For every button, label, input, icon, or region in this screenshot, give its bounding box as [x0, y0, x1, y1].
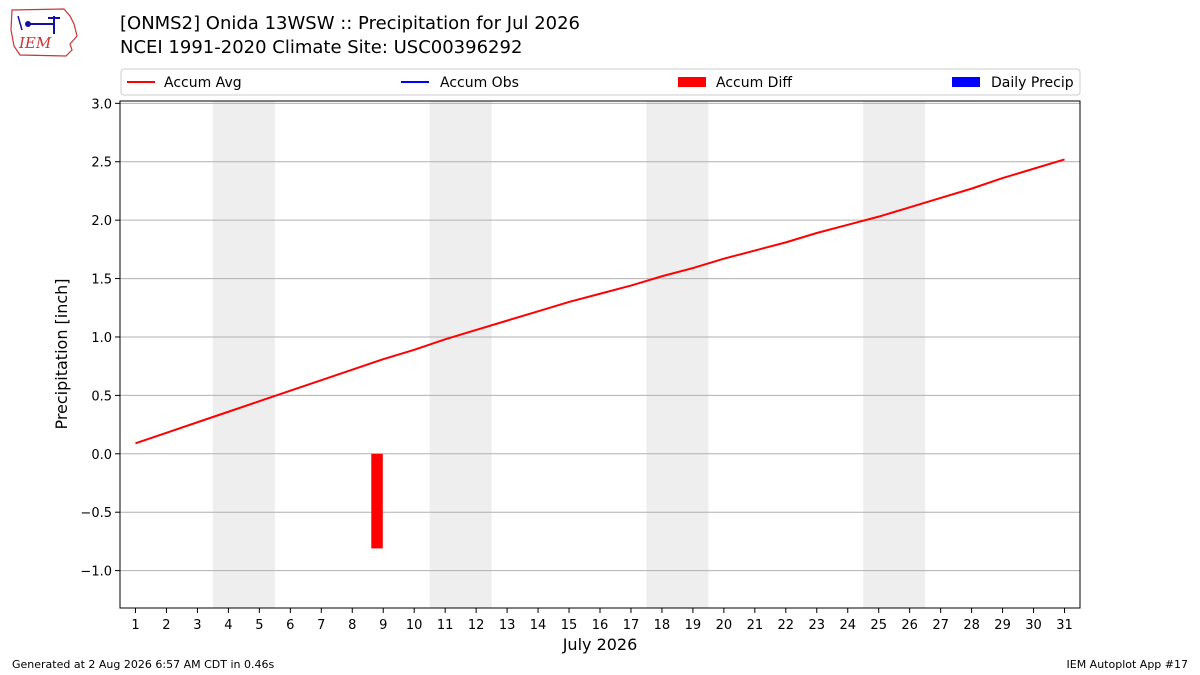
y-axis: −1.0 −0.5 0.0 0.5 1.0 1.5 2.0 2.5 3.0 — [80, 97, 120, 580]
x-tick-label: 15 — [561, 618, 578, 633]
logo-text: IEM — [18, 34, 52, 52]
x-tick-label: 21 — [747, 618, 764, 633]
line-accum-avg — [135, 158, 1065, 445]
y-tick-label: 0.0 — [91, 448, 112, 463]
y-tick-label: 2.5 — [91, 156, 112, 171]
x-tick-label: 27 — [932, 618, 949, 633]
bar-accum-diff — [371, 453, 383, 549]
x-tick-label: 26 — [901, 618, 918, 633]
x-tick-label: 16 — [592, 618, 609, 633]
weekend-shading — [212, 101, 926, 608]
y-tick-label: 1.0 — [91, 331, 112, 346]
x-axis-label: July 2026 — [562, 635, 638, 654]
x-tick-label: 1 — [131, 618, 139, 633]
x-tick-label: 31 — [1056, 618, 1073, 633]
x-tick-label: 8 — [348, 618, 356, 633]
chart-title-line1: [ONMS2] Onida 13WSW :: Precipitation for… — [120, 13, 581, 34]
y-tick-label: 3.0 — [91, 97, 112, 112]
legend-swatch-daily-precip — [952, 77, 980, 87]
legend: Accum Avg Accum Obs Accum Diff Daily Precip — [120, 68, 1081, 96]
weekend-band — [863, 101, 926, 608]
y-tick-label: −0.5 — [80, 506, 112, 521]
x-tick-label: 10 — [406, 618, 423, 633]
grid-lines — [120, 102, 1080, 572]
y-tick-label: 1.5 — [91, 273, 112, 288]
x-tick-label: 2 — [162, 618, 170, 633]
app-note: IEM Autoplot App #17 — [1066, 658, 1189, 671]
x-tick-label: 11 — [437, 618, 454, 633]
weekend-band — [212, 101, 275, 608]
x-tick-label: 29 — [994, 618, 1011, 633]
legend-label-accum-diff: Accum Diff — [716, 75, 792, 91]
legend-label-accum-obs: Accum Obs — [440, 75, 519, 91]
x-tick-label: 30 — [1025, 618, 1042, 633]
x-axis: 1 2 3 4 5 6 7 8 9 10 11 12 13 14 15 16 17 18 19 20 21 22 23 24 2… — [131, 608, 1073, 633]
iem-logo: IEM — [10, 8, 78, 57]
weekend-band — [429, 101, 492, 608]
x-tick-label: 6 — [286, 618, 294, 633]
x-tick-label: 23 — [809, 618, 826, 633]
y-tick-label: 0.5 — [91, 389, 112, 404]
legend-label-accum-avg: Accum Avg — [164, 75, 242, 91]
x-tick-label: 20 — [716, 618, 733, 633]
x-tick-label: 17 — [623, 618, 640, 633]
y-tick-label: −1.0 — [80, 565, 112, 580]
x-tick-label: 9 — [379, 618, 387, 633]
x-tick-label: 25 — [870, 618, 887, 633]
weekend-band — [646, 101, 709, 608]
generated-note: Generated at 2 Aug 2026 6:57 AM CDT in 0… — [12, 658, 275, 671]
x-tick-label: 13 — [499, 618, 516, 633]
x-tick-label: 28 — [963, 618, 980, 633]
legend-box — [120, 68, 1081, 96]
x-tick-label: 18 — [654, 618, 671, 633]
y-tick-label: 2.0 — [91, 214, 112, 229]
chart-title-line2: NCEI 1991-2020 Climate Site: USC00396292 — [120, 37, 523, 58]
x-tick-label: 5 — [255, 618, 263, 633]
legend-label-daily-precip: Daily Precip — [991, 75, 1074, 91]
x-tick-label: 14 — [530, 618, 547, 633]
x-tick-label: 24 — [839, 618, 856, 633]
x-tick-label: 22 — [778, 618, 795, 633]
x-tick-label: 12 — [468, 618, 485, 633]
x-tick-label: 4 — [224, 618, 232, 633]
x-tick-label: 19 — [685, 618, 702, 633]
legend-swatch-accum-diff — [678, 77, 706, 87]
series-lines — [135, 158, 1065, 445]
y-axis-label: Precipitation [inch] — [52, 278, 71, 429]
diff-bars — [371, 453, 383, 549]
x-tick-label: 3 — [193, 618, 201, 633]
x-tick-label: 7 — [317, 618, 325, 633]
